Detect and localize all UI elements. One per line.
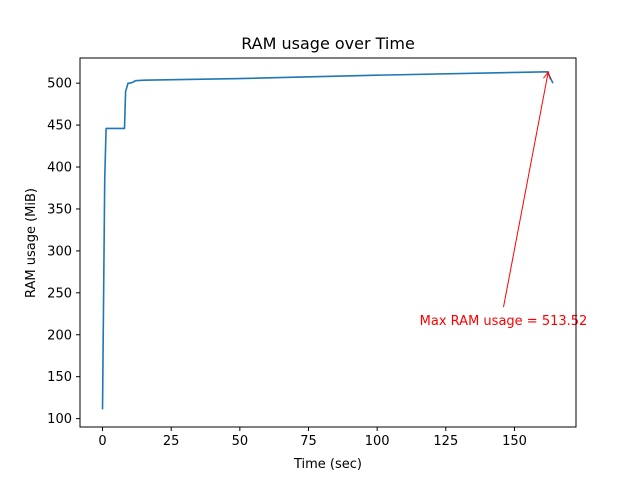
y-tick-label: 400: [47, 161, 72, 176]
y-tick-label: 200: [47, 328, 72, 343]
annotation-arrow-shaft: [503, 71, 549, 308]
y-tick-label: 500: [47, 77, 72, 92]
x-axis-label: Time (sec): [293, 457, 362, 472]
ram-usage-line: [101, 71, 554, 410]
annotation-arrow-head: [543, 70, 551, 80]
y-tick-label: 150: [47, 370, 72, 385]
plot-area-frame: [79, 57, 577, 428]
chart-title: RAM usage over Time: [241, 34, 415, 53]
y-tick-label: 350: [47, 202, 72, 217]
y-tick-label: 300: [47, 244, 72, 259]
max-ram-annotation: Max RAM usage = 513.52: [420, 314, 588, 329]
y-tick-label: 100: [47, 412, 72, 427]
x-tick-label: 0: [98, 434, 106, 449]
x-tick-label: 125: [433, 434, 458, 449]
x-tick-label: 150: [502, 434, 527, 449]
x-tick-label: 50: [232, 434, 249, 449]
x-tick-label: 25: [163, 434, 180, 449]
y-axis-label: RAM usage (MiB): [24, 188, 39, 298]
x-tick-label: 75: [300, 434, 317, 449]
y-tick-label: 450: [47, 119, 72, 134]
x-tick-label: 100: [365, 434, 390, 449]
y-tick-label: 250: [47, 286, 72, 301]
